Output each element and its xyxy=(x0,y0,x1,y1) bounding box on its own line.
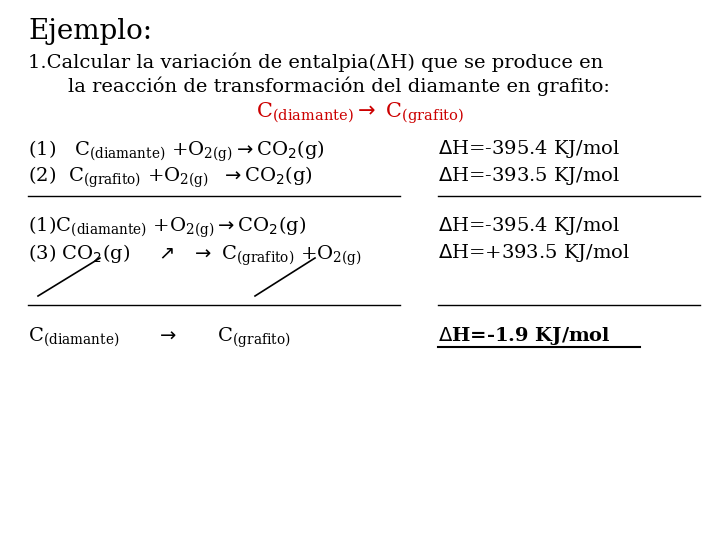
Text: $\Delta$H=-395.4 KJ/mol: $\Delta$H=-395.4 KJ/mol xyxy=(438,138,620,160)
Text: C$_{\mathregular{(diamante)}}$$\rightarrow$ C$_{\mathregular{(grafito)}}$: C$_{\mathregular{(diamante)}}$$\rightarr… xyxy=(256,100,464,126)
Text: (3) CO$_{2}$(g)    $\nearrow$  $\rightarrow$ C$_{\mathregular{(grafito)}}$ +O$_{: (3) CO$_{2}$(g) $\nearrow$ $\rightarrow$… xyxy=(28,242,361,267)
Text: (1)   C$_{\mathregular{(diamante)}}$ +O$_{\mathregular{2(g)}}$$\rightarrow$CO$_{: (1) C$_{\mathregular{(diamante)}}$ +O$_{… xyxy=(28,138,325,164)
Text: $\Delta$H=-395.4 KJ/mol: $\Delta$H=-395.4 KJ/mol xyxy=(438,215,620,237)
Text: (2)  C$_{\mathregular{(grafito)}}$ +O$_{\mathregular{2(g)}}$  $\rightarrow$CO$_{: (2) C$_{\mathregular{(grafito)}}$ +O$_{\… xyxy=(28,165,313,191)
Text: C$_{\mathregular{(diamante)}}$      $\rightarrow$      C$_{\mathregular{(grafito: C$_{\mathregular{(diamante)}}$ $\rightar… xyxy=(28,325,290,349)
Text: la reacción de transformación del diamante en grafito:: la reacción de transformación del diaman… xyxy=(68,76,610,96)
Text: $\Delta$H=-1.9 KJ/mol: $\Delta$H=-1.9 KJ/mol xyxy=(438,325,611,347)
Text: 1.Calcular la variación de entalpia(ΔH) que se produce en: 1.Calcular la variación de entalpia(ΔH) … xyxy=(28,52,603,71)
Text: (1)C$_{\mathregular{(diamante)}}$ +O$_{\mathregular{2(g)}}$$\rightarrow$CO$_{2}$: (1)C$_{\mathregular{(diamante)}}$ +O$_{\… xyxy=(28,215,306,240)
Text: $\Delta$H=+393.5 KJ/mol: $\Delta$H=+393.5 KJ/mol xyxy=(438,242,630,264)
Text: $\Delta$H=-393.5 KJ/mol: $\Delta$H=-393.5 KJ/mol xyxy=(438,165,620,187)
Text: Ejemplo:: Ejemplo: xyxy=(28,18,152,45)
